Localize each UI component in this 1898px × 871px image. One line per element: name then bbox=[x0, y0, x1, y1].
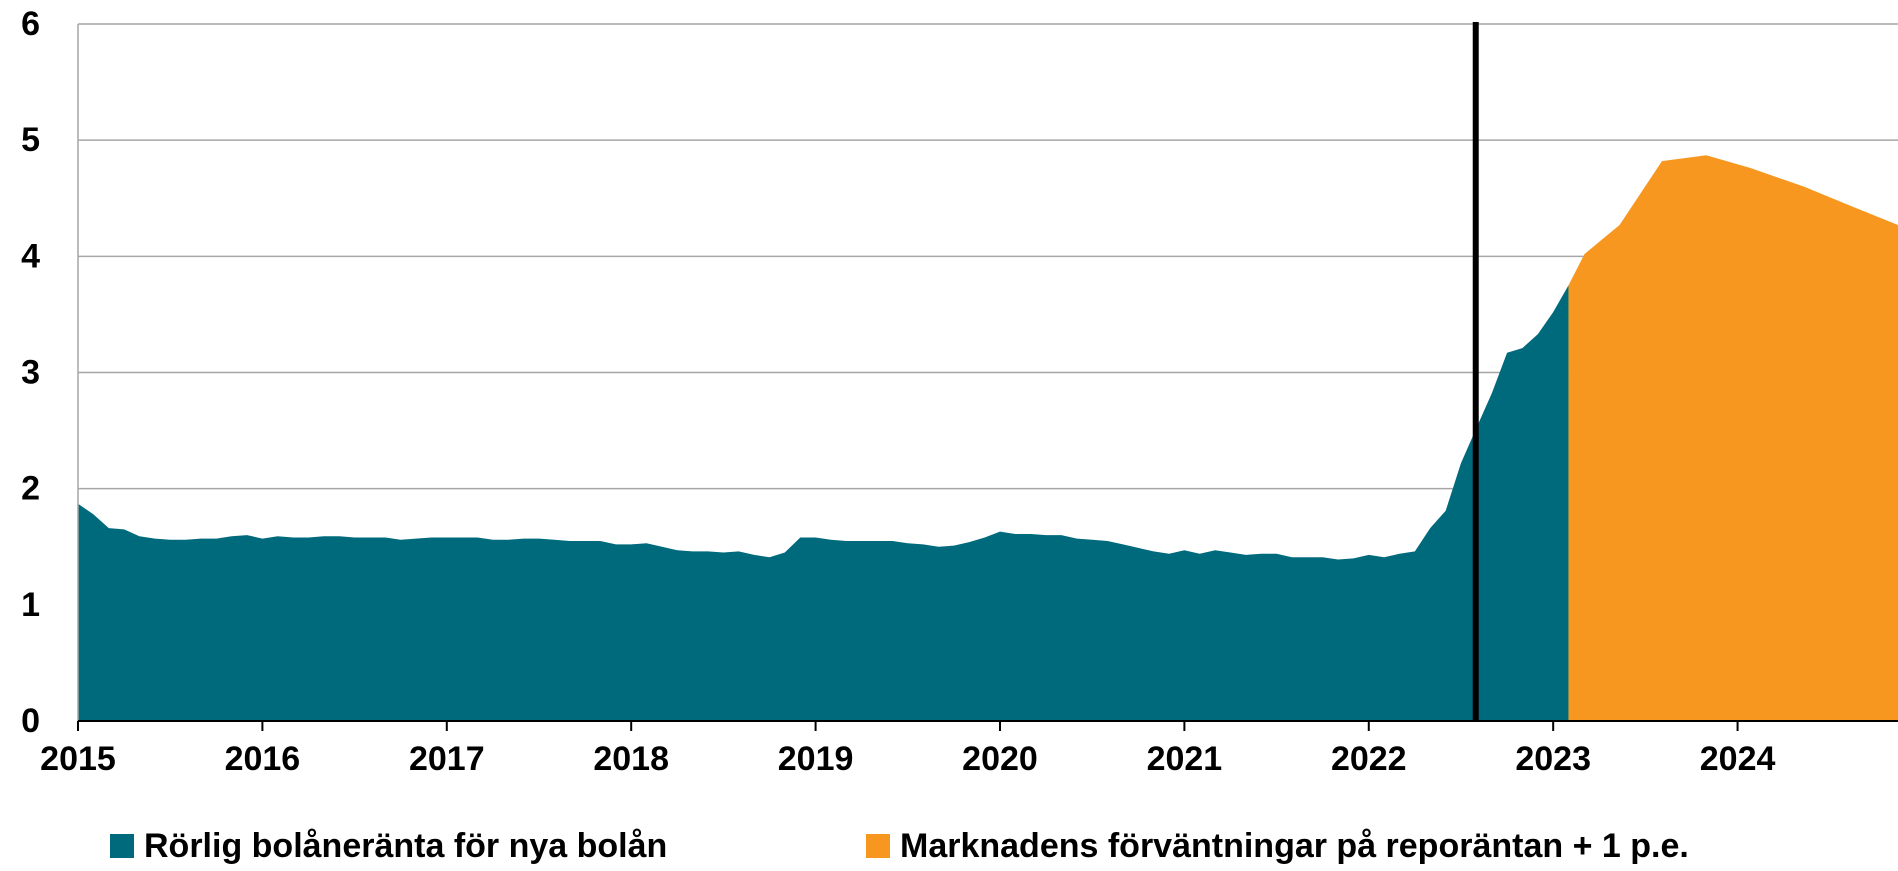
x-tick-label: 2022 bbox=[1331, 740, 1407, 778]
x-tick-label: 2021 bbox=[1147, 740, 1223, 778]
x-tick-label: 2016 bbox=[225, 740, 301, 778]
x-tick-label: 2019 bbox=[778, 740, 854, 778]
y-tick-label: 4 bbox=[21, 237, 40, 275]
legend-label: Rörlig bolåneränta för nya bolån bbox=[144, 827, 667, 865]
area bbox=[1568, 155, 1898, 722]
x-tick-label: 2018 bbox=[593, 740, 669, 778]
y-tick-label: 0 bbox=[21, 702, 40, 740]
x-tick-label: 2017 bbox=[409, 740, 485, 778]
legend-label: Marknadens förväntningar på reporäntan +… bbox=[900, 827, 1689, 865]
x-tick-label: 2023 bbox=[1515, 740, 1591, 778]
y-tick-label: 1 bbox=[21, 586, 40, 624]
y-tick-label: 3 bbox=[21, 353, 40, 391]
y-tick-label: 2 bbox=[21, 470, 40, 508]
x-tick-label: 2020 bbox=[962, 740, 1038, 778]
y-tick-label: 6 bbox=[21, 5, 40, 43]
x-tick-label: 2015 bbox=[40, 740, 116, 778]
legend-swatch bbox=[866, 834, 890, 858]
legend-swatch bbox=[110, 834, 134, 858]
area bbox=[78, 285, 1569, 721]
y-tick-label: 5 bbox=[21, 121, 40, 159]
x-tick-label: 2024 bbox=[1700, 740, 1776, 778]
